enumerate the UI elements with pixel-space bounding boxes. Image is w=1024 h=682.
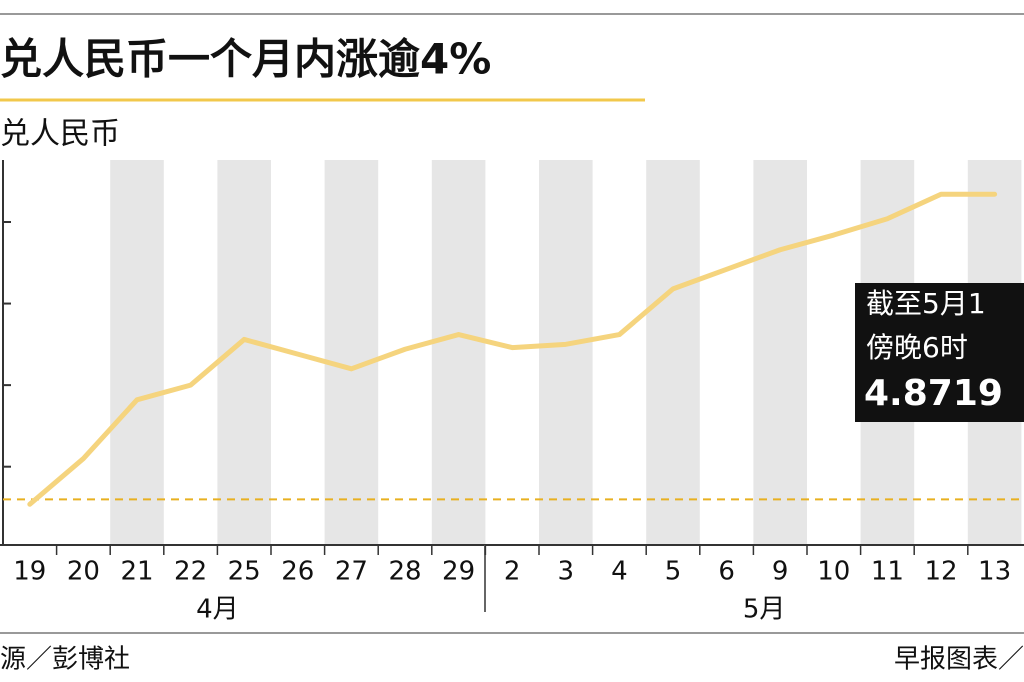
credit: 早报图表／ — [894, 645, 1024, 675]
day-band — [646, 160, 700, 545]
annotation-text: 傍晚6时 — [866, 331, 968, 364]
annotation-box — [855, 283, 1024, 422]
x-tick-label: 29 — [442, 557, 475, 587]
day-band — [431, 160, 486, 545]
x-tick-label: 12 — [924, 557, 957, 587]
x-tick-label: 11 — [871, 557, 904, 587]
x-tick-label: 3 — [558, 557, 575, 587]
x-tick-label: 25 — [228, 557, 261, 587]
day-band — [324, 160, 379, 545]
x-tick-label: 26 — [281, 557, 314, 587]
x-tick-label: 10 — [817, 557, 850, 587]
x-tick-label: 20 — [67, 557, 100, 587]
x-tick-label: 19 — [13, 557, 46, 587]
subtitle: 兑人民币 — [0, 117, 120, 152]
month-label: 4月 — [196, 595, 239, 625]
day-band — [110, 160, 164, 545]
source: 源／彭博社 — [0, 645, 130, 675]
x-tick-label: 2 — [504, 557, 521, 587]
x-tick-label: 4 — [611, 557, 628, 587]
x-tick-label: 6 — [718, 557, 735, 587]
annotation-value: 4.8719 — [864, 373, 1003, 414]
annotation-text: 截至5月1 — [866, 287, 986, 320]
x-tick-label: 9 — [772, 557, 789, 587]
day-band — [753, 160, 807, 545]
x-tick-label: 5 — [665, 557, 682, 587]
month-label: 5月 — [743, 595, 786, 625]
day-band — [539, 160, 593, 545]
x-tick-label: 21 — [120, 557, 153, 587]
x-tick-label: 22 — [174, 557, 207, 587]
x-tick-label: 13 — [978, 557, 1011, 587]
chart-title: 兑人民币一个月内涨逾4% — [0, 35, 491, 84]
price-line — [27, 191, 998, 507]
x-tick-label: 27 — [335, 557, 368, 587]
x-tick-label: 28 — [388, 557, 421, 587]
